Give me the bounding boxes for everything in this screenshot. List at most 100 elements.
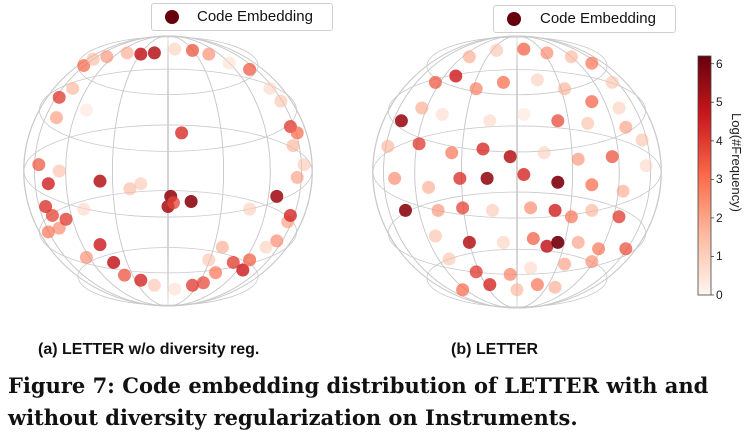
code-embedding-point <box>79 103 93 117</box>
code-embedding-point <box>635 133 649 147</box>
code-embedding-point <box>605 150 619 164</box>
code-embedding-point <box>134 47 148 61</box>
colorbar-tick-label: 3 <box>716 172 723 187</box>
code-embedding-point <box>381 139 395 153</box>
code-embedding-point <box>243 253 257 267</box>
subplot-a-title: (a) LETTER w/o diversity reg. <box>38 341 260 358</box>
code-embedding-point <box>52 164 66 178</box>
code-embedding-point <box>517 107 531 121</box>
code-embedding-point <box>456 201 470 215</box>
code-embedding-point <box>551 175 565 189</box>
code-embedding-point <box>394 114 408 128</box>
code-embedding-point <box>45 208 59 222</box>
colorbar-tick-label: 6 <box>716 56 723 71</box>
code-embedding-point <box>185 278 199 292</box>
colorbar-tick-label: 5 <box>716 95 723 110</box>
code-embedding-point <box>548 280 562 294</box>
code-embedding-point <box>496 235 510 249</box>
sphere-b-wireframe <box>372 35 662 309</box>
code-embedding-point <box>483 114 497 128</box>
code-embedding-point <box>616 184 630 198</box>
code-embedding-point <box>548 203 562 217</box>
code-embedding-point <box>619 242 633 256</box>
code-embedding-point <box>166 196 180 210</box>
code-embedding-point <box>558 82 572 96</box>
code-embedding-point <box>117 268 131 282</box>
code-embedding-point <box>526 232 540 246</box>
colorbar-tick-label: 2 <box>716 210 723 225</box>
code-embedding-point <box>428 229 442 243</box>
code-embedding-point <box>483 278 497 292</box>
code-embedding-point <box>551 235 565 249</box>
code-embedding-point <box>540 239 554 253</box>
code-embedding-point <box>100 50 114 64</box>
code-embedding-point <box>66 81 80 95</box>
code-embedding-point <box>274 94 288 108</box>
code-embedding-point <box>236 263 250 277</box>
code-embedding-point <box>619 120 633 134</box>
code-embedding-point <box>462 50 476 64</box>
code-embedding-point <box>270 189 284 203</box>
code-embedding-point <box>605 75 619 89</box>
code-embedding-point <box>585 56 599 70</box>
code-embedding-point <box>551 114 565 128</box>
code-embedding-point <box>52 90 66 104</box>
legend-left-label: Code Embedding <box>197 8 313 25</box>
code-embedding-point <box>41 177 55 191</box>
code-embedding-point <box>415 101 429 115</box>
code-embedding-point <box>524 201 538 215</box>
code-embedding-point <box>530 73 544 87</box>
code-embedding-point <box>32 158 46 172</box>
code-embedding-point <box>639 159 653 173</box>
subplot-b-title: (b) LETTER <box>451 341 539 358</box>
code-embedding-point <box>496 75 510 89</box>
code-embedding-point <box>243 62 257 76</box>
code-embedding-point <box>462 235 476 249</box>
code-embedding-point <box>585 178 599 192</box>
code-embedding-point <box>49 111 63 125</box>
code-embedding-point <box>286 139 300 153</box>
code-embedding-point <box>398 203 412 217</box>
code-embedding-point <box>592 242 606 256</box>
code-embedding-point <box>537 146 551 160</box>
code-embedding-point <box>147 278 161 292</box>
code-embedding-point <box>486 203 500 217</box>
code-embedding-point <box>263 81 277 95</box>
code-embedding-point <box>283 208 297 222</box>
code-embedding-point <box>86 52 100 66</box>
code-embedding-point <box>480 171 494 185</box>
code-embedding-point <box>476 142 490 156</box>
code-embedding-point <box>517 42 531 56</box>
code-embedding-point <box>469 265 483 279</box>
code-embedding-point <box>41 225 55 239</box>
code-embedding-point <box>469 82 483 96</box>
code-embedding-point <box>422 180 436 194</box>
code-embedding-point <box>585 203 599 217</box>
colorbar-tick-label: 4 <box>716 133 723 148</box>
colorbar-tick-label: 1 <box>716 249 723 264</box>
code-embedding-point <box>93 238 107 252</box>
code-embedding-point <box>184 194 198 208</box>
code-embedding-point <box>442 252 456 266</box>
code-embedding-point <box>435 107 449 121</box>
code-embedding-point <box>412 137 426 151</box>
code-embedding-point <box>453 171 467 185</box>
code-embedding-point <box>202 253 216 267</box>
code-embedding-point <box>449 69 463 83</box>
code-embedding-point <box>585 95 599 109</box>
code-embedding-point <box>290 170 304 184</box>
code-embedding-point <box>290 126 304 140</box>
code-embedding-point <box>215 240 229 254</box>
code-embedding-point <box>77 202 91 216</box>
code-embedding-point <box>107 255 121 269</box>
legend-marker-icon <box>507 12 521 26</box>
code-embedding-point <box>571 235 585 249</box>
colorbar <box>697 55 712 296</box>
code-embedding-point <box>79 250 93 264</box>
code-embedding-point <box>612 210 626 224</box>
code-embedding-point <box>39 200 53 214</box>
code-embedding-point <box>388 171 402 185</box>
code-embedding-point <box>175 126 189 140</box>
code-embedding-point <box>540 46 554 60</box>
figure-caption-line-1: Figure 7: Code embedding distribution of… <box>8 373 709 398</box>
